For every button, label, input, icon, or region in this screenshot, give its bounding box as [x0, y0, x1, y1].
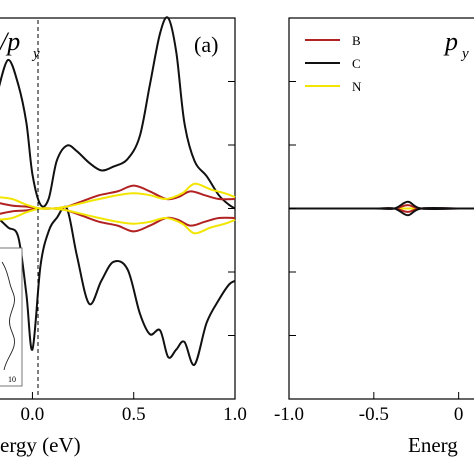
- series-B-lower-curve: [0, 207, 236, 233]
- panel-b-orbital-label: p: [443, 27, 458, 56]
- inset-frame: [0, 247, 23, 387]
- series-N-lower-curve: [0, 207, 236, 235]
- panel-b-ticks: -1.0 -0.5 0: [274, 17, 464, 425]
- panel-b-x-axis-title: Energ: [408, 433, 458, 457]
- legend-label-B: B: [352, 33, 361, 48]
- series-C-lower-curve: [288, 207, 474, 217]
- panel-a-curves: [0, 16, 236, 366]
- panel-b: -1.0 -0.5 0 p y Energ BCN: [274, 17, 474, 457]
- x-tick-label: -0.5: [359, 404, 389, 425]
- panel-a-label: (a): [194, 32, 218, 57]
- series-N-upper-curve: [0, 182, 236, 210]
- panel-a: 0.0 0.5 1.0 (a) /p y ergy (eV) 10: [0, 16, 247, 457]
- series-C-lower-curve: [0, 205, 236, 366]
- legend-label-C: C: [352, 56, 361, 71]
- panel-b-orbital-subscript: y: [460, 46, 469, 62]
- legend: BCN: [305, 33, 362, 94]
- panel-a-orbital-label: /p: [0, 27, 20, 56]
- inset-curve: [1, 261, 15, 371]
- panel-a-orbital-subscript: y: [31, 46, 40, 62]
- series-C-upper-curve: [0, 16, 236, 210]
- panel-a-x-axis-title: ergy (eV): [0, 433, 81, 457]
- x-tick-label: 0: [454, 404, 464, 425]
- inset-tick-label: 10: [8, 375, 16, 384]
- legend-label-N: N: [352, 79, 362, 94]
- panel-b-curves: [288, 200, 474, 217]
- inset: 10: [0, 247, 23, 387]
- x-tick-label: 0.5: [122, 404, 146, 425]
- panel-a-ticks: 0.0 0.5 1.0: [21, 17, 247, 425]
- x-tick-label: -1.0: [274, 404, 304, 425]
- x-tick-label: 1.0: [223, 404, 247, 425]
- x-tick-label: 0.0: [21, 404, 45, 425]
